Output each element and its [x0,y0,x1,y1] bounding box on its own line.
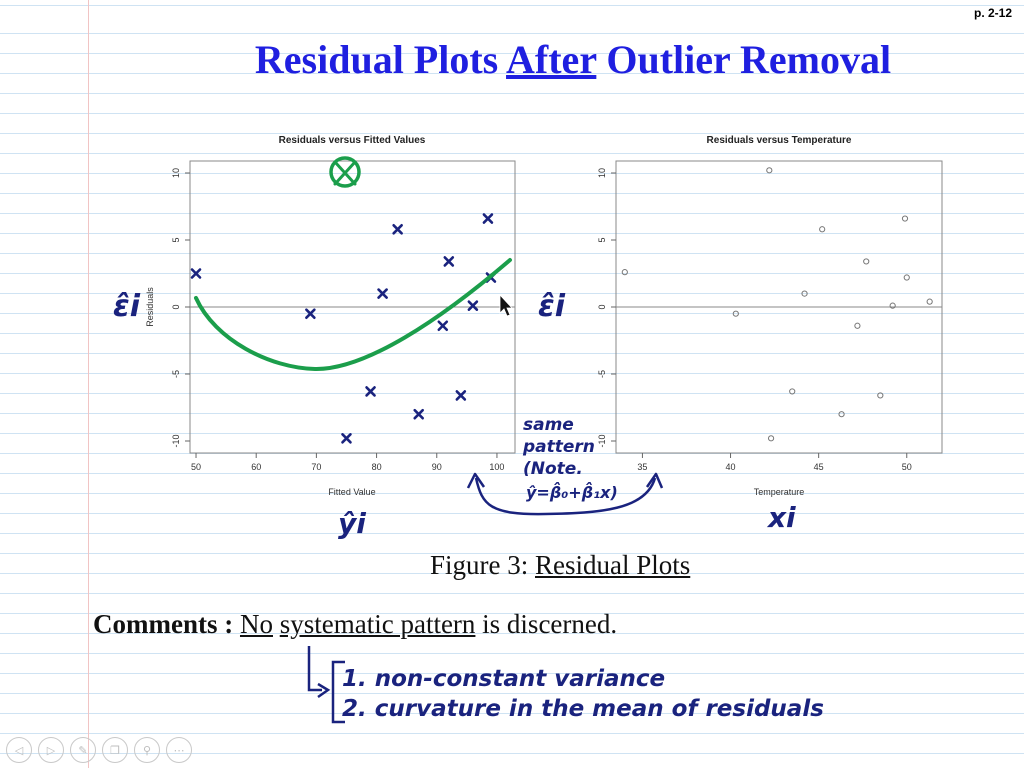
x-tick-label: 50 [902,462,912,472]
data-point [341,433,352,444]
x-tick-label: 40 [726,462,736,472]
pages-icon[interactable]: ❐ [102,737,128,763]
chart-title-temperature: Residuals versus Temperature [707,135,852,146]
xi-label: xi [766,501,796,534]
caption-prefix: Figure 3: [430,550,535,580]
list-arrow [307,646,322,692]
data-point [766,167,773,174]
title-underlined-word: After [506,37,597,82]
note-line-2: pattern [522,437,595,457]
xlabel-fitted: Fitted Value [328,487,375,497]
pen-icon[interactable]: ✎ [70,737,96,763]
data-point [789,388,796,395]
x-tick-label: 80 [372,462,382,472]
note-line-3: (Note. [523,459,583,479]
x-tick-label: 35 [637,462,647,472]
data-point [377,288,388,299]
data-point [365,386,376,397]
y-tick-label: 5 [597,237,607,242]
data-point [877,392,884,399]
data-point [801,290,808,297]
caption-underlined: Residual Plots [535,550,691,580]
ylabel-fitted: Residuals [145,287,155,327]
page-title: Residual Plots After Outlier Removal [0,36,1024,83]
viewer-toolbar: ◁ ▷ ✎ ❐ ⚲ ⋯ [6,737,192,763]
zoom-icon[interactable]: ⚲ [134,737,160,763]
data-point [467,300,479,311]
data-point [863,258,870,265]
data-point [437,320,449,332]
data-point [838,411,845,418]
mouse-cursor-icon [499,293,513,317]
data-point [819,226,826,233]
list-item-1: 1. non-constant variance [342,666,665,692]
data-point [305,308,316,319]
previous-icon[interactable]: ◁ [6,737,32,763]
more-icon[interactable]: ⋯ [166,737,192,763]
data-point [903,274,910,281]
x-tick-label: 90 [432,462,442,472]
curvature-annotation [194,258,512,372]
list-bracket [331,660,345,724]
comments-label: Comments : [93,609,234,639]
arrowhead-left [466,472,486,489]
data-point [443,256,455,267]
comments-no: No [239,609,273,639]
list-item-2: 2. curvature in the mean of residuals [342,696,824,722]
y-tick-label: 5 [171,237,181,242]
x-tick-label: 45 [814,462,824,472]
data-point [926,298,933,305]
data-point [190,268,202,279]
note-line-1: same [523,415,574,435]
data-point [413,408,425,420]
comments-phrase: systematic pattern [279,609,476,639]
title-part-1: Residual Plots [254,37,507,82]
x-tick-label: 50 [191,462,201,472]
y-tick-label: 0 [171,304,181,309]
outlier-circle-annotation [329,156,361,188]
title-part-2: Outlier Removal [596,37,892,82]
epsilon-hat-right-label: ε̂i [538,289,566,324]
xlabel-temperature: Temperature [754,487,805,497]
comments-line: Comments : No systematic pattern is disc… [93,609,617,640]
epsilon-hat-left-label: ε̂i [113,289,141,324]
y-tick-label: -5 [597,370,607,378]
y-tick-label: 0 [597,304,607,309]
x-tick-label: 70 [311,462,321,472]
note-line-4: ŷ=β̂₀+β̂₁x) [526,482,618,502]
chart-temperature: 35 40 45 50 -10 -5 0 5 10 [597,167,942,472]
chart-fitted: 50 60 70 80 90 100 -10 -5 0 5 10 [171,168,515,472]
y-tick-label: -5 [171,370,181,378]
y-tick-label: -10 [171,434,181,447]
list-arrowhead [317,682,331,699]
arrowhead-right [645,472,664,489]
x-tick-label: 100 [489,462,504,472]
data-point [482,213,494,224]
page-number: p. 2-12 [973,6,1012,20]
data-point [889,302,896,309]
data-point [621,269,628,276]
y-tick-label: 10 [597,168,607,178]
data-point [732,310,739,317]
comments-rest: is discerned. [475,609,618,639]
margin-line [88,0,89,768]
data-point [901,215,909,222]
yhat-label: ŷi [338,507,366,540]
next-icon[interactable]: ▷ [38,737,64,763]
data-point [455,390,467,401]
data-point [767,435,775,442]
outlier-cross-mark [333,160,357,186]
chart-title-fitted: Residuals versus Fitted Values [279,135,426,146]
figure-caption: Figure 3: Residual Plots [430,550,690,581]
x-tick-label: 60 [251,462,261,472]
y-tick-label: -10 [597,434,607,447]
data-point [854,322,861,329]
data-point [392,223,403,235]
same-pattern-arrow [474,477,657,516]
y-tick-label: 10 [171,168,181,178]
